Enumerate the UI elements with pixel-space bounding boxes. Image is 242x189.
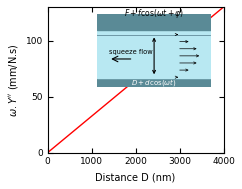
X-axis label: Distance D (nm): Distance D (nm) xyxy=(96,172,176,182)
Y-axis label: $\omega.Y''$ (mm/N.s): $\omega.Y''$ (mm/N.s) xyxy=(7,43,20,117)
